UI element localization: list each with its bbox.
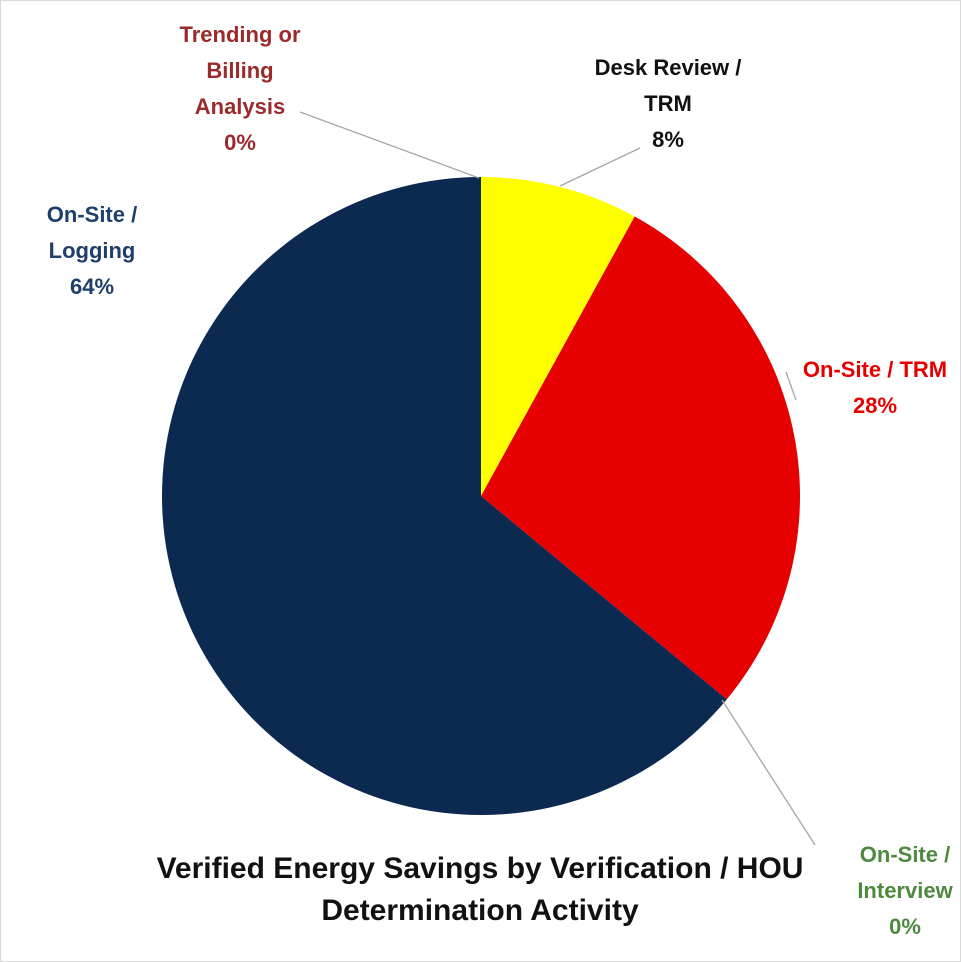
value-label: 64% xyxy=(69,274,115,299)
data-label: Trending or Billing Analysis 0% xyxy=(165,17,315,161)
category-label: On-Site / Logging xyxy=(46,202,138,263)
category-label: On-Site / Interview xyxy=(857,842,953,903)
leader-line xyxy=(559,147,641,187)
pie-slice xyxy=(161,177,727,815)
category-label: Trending or Billing Analysis xyxy=(179,22,301,119)
category-label: Desk Review / TRM xyxy=(594,55,742,116)
leader-line xyxy=(299,111,480,179)
pie-slice xyxy=(481,177,635,496)
value-label: 0% xyxy=(224,130,256,155)
data-label: On-Site / Interview 0% xyxy=(845,837,961,945)
leader-line xyxy=(785,371,797,401)
value-label: 28% xyxy=(852,393,898,418)
data-label: On-Site / TRM 28% xyxy=(775,352,961,424)
category-label: On-Site / TRM xyxy=(802,357,948,382)
pie-slice xyxy=(481,216,800,700)
value-label: 8% xyxy=(652,127,684,152)
data-label: On-Site / Logging 64% xyxy=(37,197,147,305)
data-label: Desk Review / TRM 8% xyxy=(578,50,758,158)
chart-title: Verified Energy Savings by Verification … xyxy=(156,852,804,927)
leader-line xyxy=(721,699,816,846)
value-label: 0% xyxy=(889,914,921,939)
